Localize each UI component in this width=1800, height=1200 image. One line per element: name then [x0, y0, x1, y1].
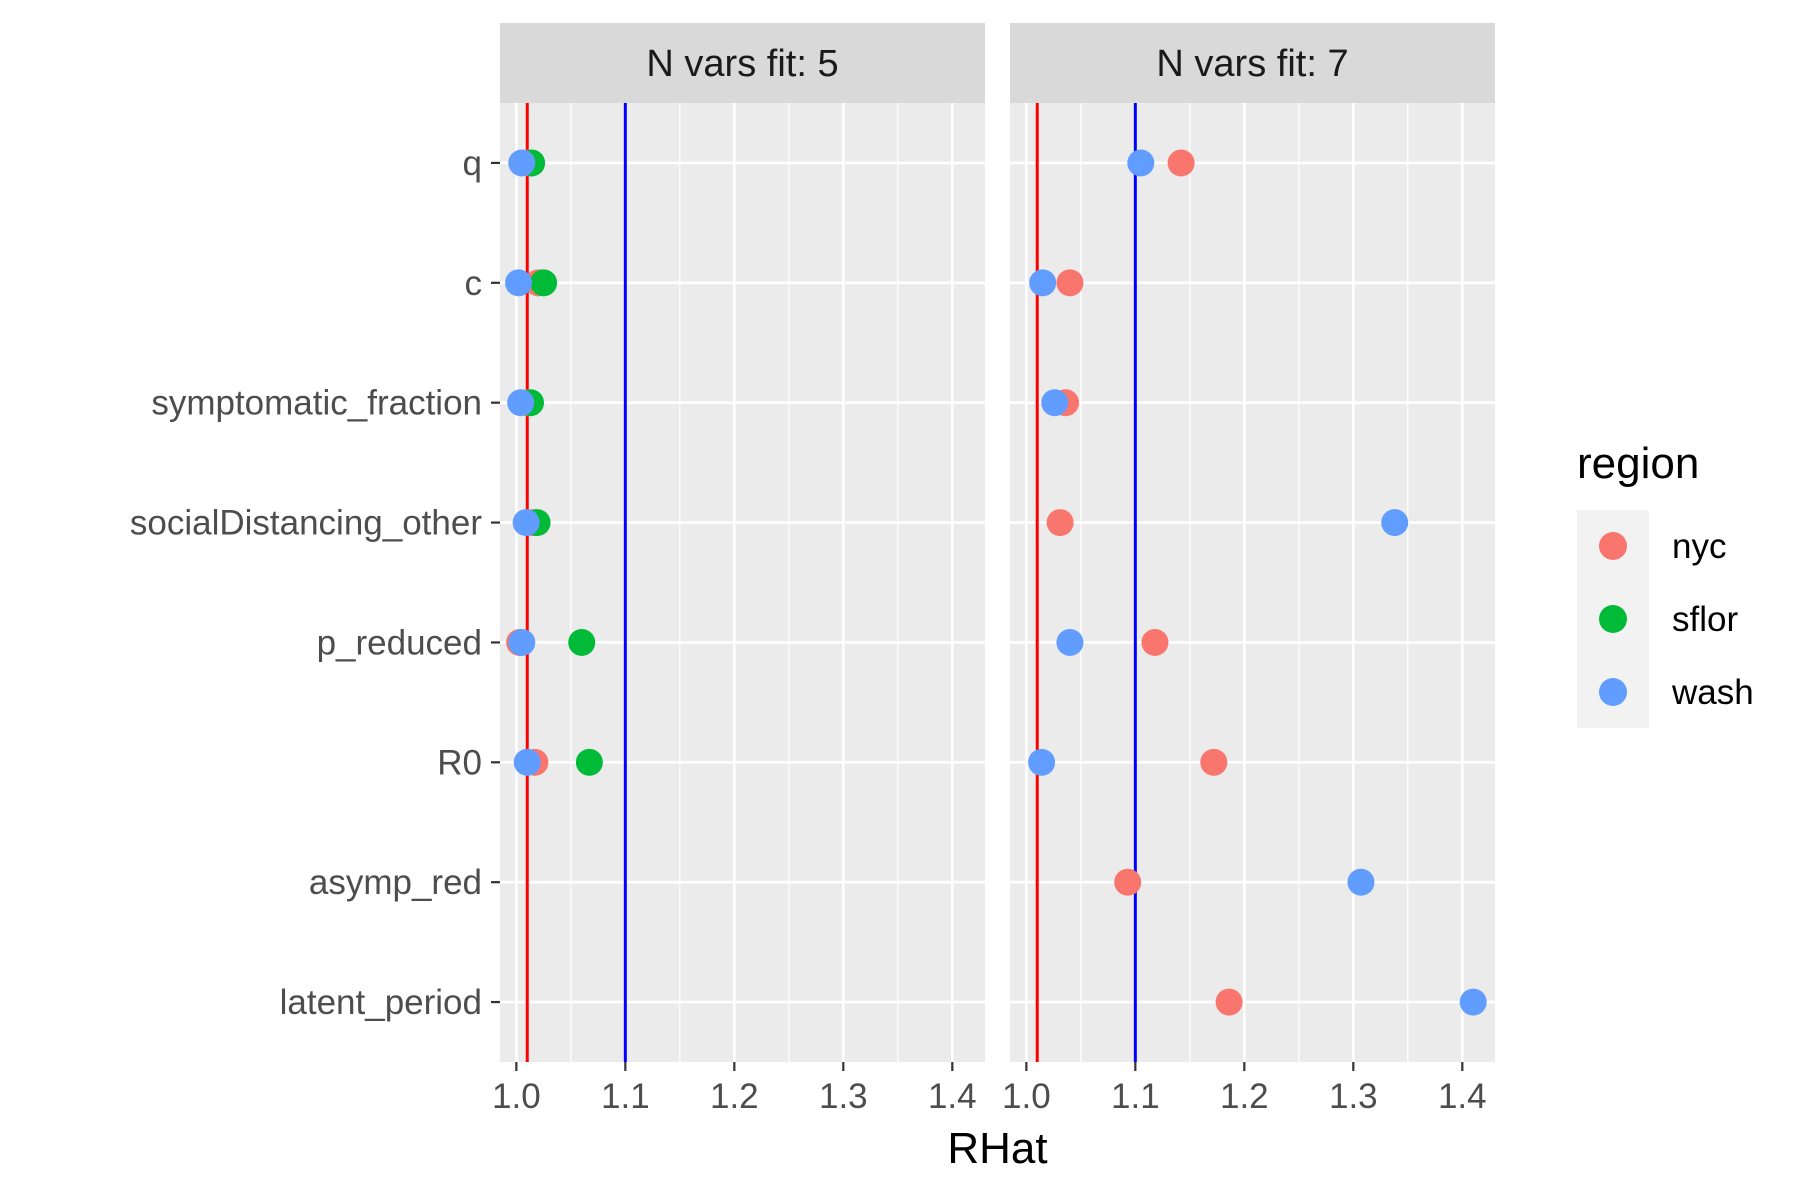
- facet-strip-label: N vars fit: 5: [646, 43, 838, 85]
- data-point-sflor: [530, 269, 558, 297]
- legend-label-nyc: nyc: [1672, 527, 1726, 566]
- y-tick-label: c: [465, 264, 483, 303]
- data-point-wash: [1459, 988, 1487, 1016]
- y-tick-label: symptomatic_fraction: [151, 384, 482, 423]
- data-point-nyc: [1200, 748, 1228, 776]
- x-tick-label: 1.4: [928, 1077, 977, 1116]
- panel-background: [500, 103, 985, 1062]
- data-point-nyc: [1141, 628, 1169, 656]
- y-tick-label: q: [463, 144, 482, 183]
- legend-key-nyc: [1599, 532, 1627, 560]
- data-point-wash: [513, 748, 541, 776]
- data-point-wash: [512, 509, 540, 537]
- data-point-wash: [507, 389, 535, 417]
- data-point-wash: [1381, 509, 1409, 537]
- data-point-wash: [508, 149, 536, 177]
- y-tick-label: p_reduced: [317, 623, 482, 662]
- data-point-sflor: [568, 628, 596, 656]
- panel-background: [1010, 103, 1495, 1062]
- y-tick-label: R0: [437, 743, 482, 782]
- data-point-nyc: [1215, 988, 1243, 1016]
- legend-label-sflor: sflor: [1672, 600, 1738, 639]
- data-point-nyc: [1046, 509, 1074, 537]
- data-point-wash: [1041, 389, 1069, 417]
- data-point-wash: [1029, 269, 1057, 297]
- x-tick-label: 1.2: [1220, 1077, 1269, 1116]
- data-point-wash: [1347, 868, 1375, 896]
- legend-title: region: [1577, 439, 1699, 488]
- x-axis-title: RHat: [947, 1124, 1047, 1173]
- facet-strip: [1010, 23, 1495, 103]
- data-point-nyc: [1114, 868, 1142, 896]
- x-tick-label: 1.0: [492, 1077, 541, 1116]
- data-point-nyc: [1167, 149, 1195, 177]
- y-tick-label: asymp_red: [309, 863, 482, 902]
- legend-key-wash: [1599, 678, 1627, 706]
- legend-key-sflor: [1599, 605, 1627, 633]
- legend-label-wash: wash: [1671, 673, 1754, 712]
- data-point-wash: [1127, 149, 1155, 177]
- y-tick-label: latent_period: [280, 983, 482, 1022]
- x-tick-label: 1.1: [1111, 1077, 1160, 1116]
- x-tick-label: 1.0: [1002, 1077, 1051, 1116]
- x-tick-label: 1.3: [819, 1077, 868, 1116]
- data-point-sflor: [575, 748, 603, 776]
- data-point-wash: [1056, 628, 1084, 656]
- x-tick-label: 1.3: [1329, 1077, 1378, 1116]
- data-point-nyc: [1056, 269, 1084, 297]
- data-point-wash: [505, 269, 533, 297]
- facet-strip: [500, 23, 985, 103]
- data-point-wash: [1028, 748, 1056, 776]
- x-tick-label: 1.2: [710, 1077, 759, 1116]
- x-tick-label: 1.1: [601, 1077, 650, 1116]
- x-tick-label: 1.4: [1438, 1077, 1487, 1116]
- data-point-wash: [508, 628, 536, 656]
- facet-strip-label: N vars fit: 7: [1156, 43, 1348, 85]
- y-tick-label: socialDistancing_other: [130, 504, 482, 543]
